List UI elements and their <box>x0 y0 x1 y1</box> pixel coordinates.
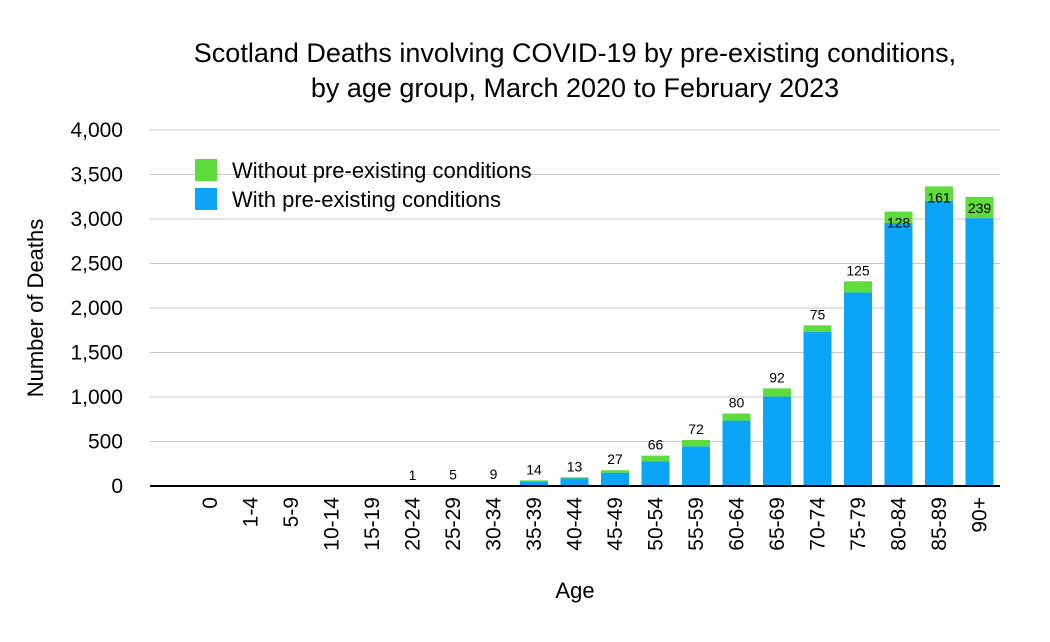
bar-without-conditions <box>641 455 670 462</box>
bar-with-conditions <box>803 332 832 486</box>
y-tick-label: 1,500 <box>70 342 123 365</box>
y-tick-label: 4,000 <box>70 119 123 142</box>
bar-with-conditions <box>722 420 751 486</box>
x-tick-label: 35-39 <box>523 497 546 551</box>
bar-with-conditions <box>560 478 589 486</box>
data-labels: 1 5 9 14 13 27 66 72 80 92 75 125 128 161 239 <box>409 189 992 482</box>
data-label: 80 <box>729 394 745 410</box>
legend-swatch-with <box>195 188 217 210</box>
data-label: 72 <box>688 421 704 437</box>
bar-without-conditions <box>803 325 832 333</box>
x-tick-label: 5-9 <box>280 497 303 527</box>
bar-without-conditions <box>560 477 589 479</box>
y-tick-label: 500 <box>88 431 123 454</box>
legend: Without pre-existing conditions With pre… <box>195 158 532 212</box>
y-tick-label: 0 <box>111 475 123 498</box>
data-label: 27 <box>607 451 623 467</box>
x-axis-label: Age <box>555 578 594 603</box>
y-tick-label: 3,500 <box>70 164 123 187</box>
x-tick-label: 1-4 <box>240 497 263 528</box>
data-label: 161 <box>927 189 951 205</box>
y-tick-label: 3,000 <box>70 208 123 231</box>
x-tick-label: 90+ <box>969 497 992 533</box>
x-tick-label: 10-14 <box>321 497 344 551</box>
data-label: 9 <box>490 466 498 482</box>
x-tick-label: 25-29 <box>442 497 465 551</box>
bars <box>398 186 994 487</box>
data-label: 1 <box>409 467 417 483</box>
data-label: 13 <box>567 458 583 474</box>
bar-with-conditions <box>965 218 994 487</box>
legend-label-with: With pre-existing conditions <box>232 187 501 212</box>
data-label: 66 <box>648 437 664 453</box>
x-axis-ticks: 0 1-4 5-9 10-14 15-19 20-24 25-29 30-34 35-39 40-… <box>199 497 992 551</box>
bar-without-conditions <box>925 186 953 201</box>
y-tick-label: 2,000 <box>70 297 123 320</box>
chart-subtitle: by age group, March 2020 to February 202… <box>311 73 839 103</box>
data-label: 128 <box>887 215 911 231</box>
x-tick-label: 45-49 <box>604 497 627 551</box>
x-tick-label: 85-89 <box>928 497 951 551</box>
x-tick-label: 65-69 <box>766 497 789 551</box>
bar-without-conditions <box>601 470 629 473</box>
bar-without-conditions <box>965 196 994 219</box>
x-tick-label: 75-79 <box>847 497 870 551</box>
data-label: 5 <box>449 467 457 483</box>
data-label: 125 <box>846 262 870 278</box>
x-tick-label: 30-34 <box>483 497 506 551</box>
legend-swatch-without <box>195 159 217 181</box>
x-tick-label: 20-24 <box>402 497 425 551</box>
x-tick-label: 70-74 <box>807 497 830 551</box>
bar-with-conditions <box>641 461 670 486</box>
data-label: 92 <box>769 369 785 385</box>
x-tick-label: 60-64 <box>726 497 749 551</box>
bar-with-conditions <box>925 200 953 486</box>
bar-with-conditions <box>844 292 872 486</box>
bar-without-conditions <box>520 480 548 482</box>
y-axis-label: Number of Deaths <box>23 219 48 398</box>
legend-label-without: Without pre-existing conditions <box>232 158 532 183</box>
bar-without-conditions <box>884 211 913 224</box>
bar-with-conditions <box>682 446 710 486</box>
data-label: 14 <box>526 461 542 477</box>
bar-without-conditions <box>763 388 791 397</box>
bar-with-conditions <box>520 481 548 486</box>
x-tick-label: 80-84 <box>888 497 911 551</box>
bar-with-conditions <box>601 472 629 486</box>
gridlines <box>150 129 1000 442</box>
x-tick-label: 15-19 <box>361 497 384 551</box>
y-axis-ticks: 0 500 1,000 1,500 2,000 2,500 3,000 3,500 4,000 <box>70 119 123 498</box>
chart-title: Scotland Deaths involving COVID-19 by pr… <box>194 38 956 68</box>
bar-with-conditions <box>763 396 791 486</box>
data-label: 75 <box>810 306 826 322</box>
y-tick-label: 2,500 <box>70 253 123 276</box>
bar-without-conditions <box>682 439 710 447</box>
x-tick-label: 40-44 <box>564 497 587 551</box>
bar-with-conditions <box>884 223 913 486</box>
bar-without-conditions <box>844 281 872 293</box>
data-label: 239 <box>968 200 992 216</box>
x-tick-label: 55-59 <box>685 497 708 551</box>
x-tick-label: 50-54 <box>645 497 668 551</box>
y-tick-label: 1,000 <box>70 386 123 409</box>
x-tick-label: 0 <box>199 497 222 509</box>
bar-without-conditions <box>722 413 751 421</box>
